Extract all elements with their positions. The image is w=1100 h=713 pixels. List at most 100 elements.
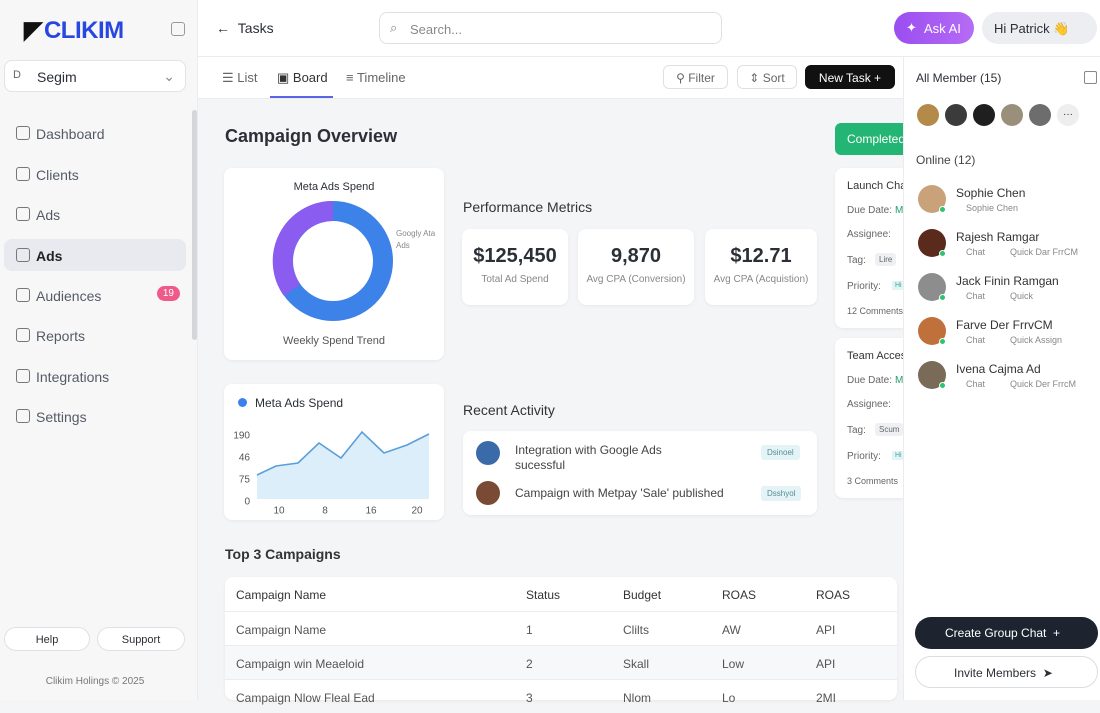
sidebar: ◤CLIKIM D Segim ⌄ Dashboard Clients Ads … — [0, 0, 198, 700]
nav-item[interactable]: Ads — [4, 198, 186, 230]
filter-label: Filter — [688, 71, 715, 85]
online-dot — [939, 338, 946, 345]
column-header: Status — [526, 588, 561, 602]
nav-item[interactable]: Settings — [4, 400, 186, 432]
member-action[interactable]: Quick Assign — [1010, 335, 1063, 345]
donut-caption: Weekly Spend Trend — [283, 335, 385, 347]
member-avatar — [1029, 104, 1051, 126]
logo: ◤CLIKIM — [24, 16, 124, 45]
tab[interactable]: ☰ List — [222, 70, 258, 85]
tab[interactable]: ▣ Board — [277, 70, 328, 85]
line-card: Meta Ads Spend 190 46 75 0 10 8 16 20 — [224, 384, 444, 520]
nav-item[interactable]: Audiences 19 — [4, 279, 186, 311]
task-due: M — [895, 375, 903, 386]
tab[interactable]: ≡ Timeline — [346, 70, 406, 85]
table-cell: 2 — [526, 657, 533, 671]
line-title: Meta Ads Spend — [255, 396, 344, 410]
table-cell: AW — [722, 623, 741, 637]
scrollbar — [192, 110, 197, 340]
back-link[interactable]: ← Tasks — [216, 20, 274, 36]
column-header: Campaign Name — [236, 588, 327, 602]
task-tag: Lire — [875, 253, 897, 266]
nav-item[interactable]: Integrations — [4, 360, 186, 392]
ask-ai-button[interactable]: ✦ Ask AI — [894, 12, 974, 44]
task-field: Priority: — [847, 281, 881, 292]
table-row: Campaign Nlow Fleal Ead 3 Nlom Lo 2MI — [225, 679, 897, 713]
back-label: Tasks — [237, 20, 274, 36]
task-field: Assignee: — [847, 399, 891, 410]
y-tick-label: 46 — [239, 453, 251, 464]
legend-dot — [238, 398, 247, 407]
panel-toggle[interactable] — [1084, 71, 1097, 84]
help-button[interactable]: Help — [4, 627, 90, 651]
task-field: Tag: — [847, 255, 866, 266]
workspace-name: Segim — [37, 69, 77, 85]
nav-item[interactable]: Dashboard — [4, 117, 186, 149]
activity-badge: Dsinoel — [761, 445, 800, 460]
table-cell: Low — [722, 657, 745, 671]
activity-text: Campaign with Metpay 'Sale' published — [515, 486, 724, 500]
donut-segment — [272, 200, 334, 296]
greeting: Hi Patrick 👋 — [994, 21, 1070, 36]
collapse-icon[interactable] — [171, 22, 185, 36]
donut-legend: Googly Ata Ads — [396, 229, 436, 250]
support-button[interactable]: Support — [97, 627, 185, 651]
nav-item[interactable]: Ads — [4, 239, 186, 271]
sort-button[interactable]: ⇕ Sort — [737, 65, 797, 89]
donut-chart — [272, 200, 393, 321]
more-members[interactable]: ··· — [1057, 104, 1079, 126]
member-avatar — [973, 104, 995, 126]
copyright: Clikim Holings © 2025 — [45, 676, 145, 687]
task-due: M — [895, 205, 903, 216]
table-cell: Skall — [623, 657, 650, 671]
sparkle: ✦ — [906, 20, 917, 35]
member-action[interactable]: Chat — [966, 379, 986, 389]
y-tick-label: 0 — [244, 497, 250, 508]
new-task-label: New Task — [818, 71, 871, 85]
table-cell: API — [816, 657, 836, 671]
user-menu[interactable]: Hi Patrick 👋 — [982, 12, 1097, 44]
workspace-select[interactable]: D Segim ⌄ — [4, 60, 186, 92]
member-action[interactable]: Chat — [966, 247, 986, 257]
create-group-button[interactable]: Create Group Chat + — [915, 617, 1098, 649]
member-name: Ivena Cajma Ad — [956, 362, 1041, 376]
nav-label: Reports — [36, 328, 86, 344]
nav-label: Ads — [36, 207, 61, 223]
task-priority: Hi — [892, 451, 903, 460]
online-dot — [939, 206, 946, 213]
search-input[interactable]: ⌕ Search... — [379, 12, 722, 44]
member-action[interactable]: Chat — [966, 291, 986, 301]
invite-label: Invite Members — [954, 666, 1037, 680]
filter-button[interactable]: ⚲ Filter — [663, 65, 728, 89]
nav-label: Dashboard — [36, 126, 105, 142]
member-action[interactable]: Chat — [966, 335, 986, 345]
nav-item[interactable]: Clients — [4, 158, 186, 190]
trend-line — [256, 430, 430, 476]
x-tick-label: 8 — [322, 506, 328, 517]
line-chart: 190 46 75 0 10 8 16 20 — [233, 430, 430, 517]
nav-item[interactable]: Reports — [4, 319, 186, 351]
activity-avatar — [476, 481, 500, 505]
y-tick-label: 75 — [239, 475, 251, 486]
member-action[interactable]: Quick Dar FrrCM — [1010, 247, 1078, 257]
workspace-initial: D — [13, 69, 21, 81]
member-action[interactable]: Quick — [1010, 291, 1034, 301]
member-action[interactable]: Sophie Chen — [966, 203, 1019, 213]
member-action[interactable]: Quick Der FrrcM — [1010, 379, 1076, 389]
new-task-button[interactable]: New Task + — [805, 65, 895, 89]
x-tick-label: 20 — [411, 506, 423, 517]
table-header: Campaign Name Status Budget ROAS ROAS — [225, 577, 897, 611]
member-avatar — [945, 104, 967, 126]
invite-button[interactable]: Invite Members ➤ — [915, 656, 1098, 688]
members-panel — [903, 57, 1100, 700]
nav-label: Ads — [36, 248, 63, 264]
activity-icon — [476, 441, 500, 465]
column-header-clip: Completed — [835, 123, 903, 157]
nav-label: Integrations — [36, 369, 110, 385]
metric-value: $125,450 — [473, 245, 557, 267]
section-title: Top 3 Campaigns — [225, 546, 341, 562]
table-cell: Clilts — [623, 623, 649, 637]
task-title: Team Acces — [847, 350, 903, 362]
activity-card: Integration with Google Ads sucessful Ds… — [463, 431, 817, 515]
